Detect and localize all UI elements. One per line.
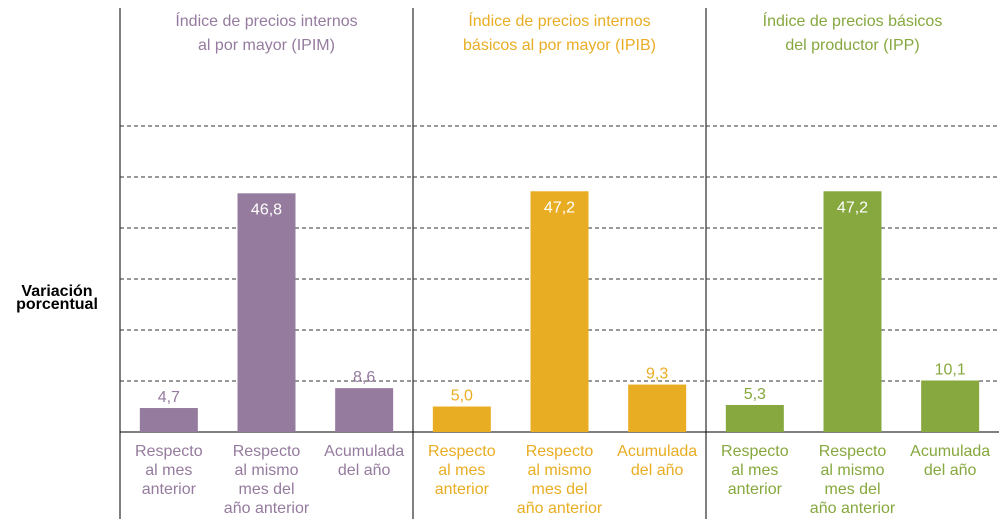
x-tick-label: Acumulada del año <box>617 443 697 479</box>
value-label: 8,6 <box>353 369 375 386</box>
bar <box>335 388 394 432</box>
bar <box>530 191 589 432</box>
bar <box>921 380 980 432</box>
bar <box>432 406 491 432</box>
value-label: 47,2 <box>544 199 575 216</box>
x-tick-label: Acumulada del año <box>324 443 404 479</box>
panel-title: Índice de precios internos al por mayor (… <box>175 11 357 54</box>
bar <box>237 193 296 432</box>
x-tick-label: Respecto al mismo mes del año anterior <box>224 443 310 517</box>
value-label: 47,2 <box>837 199 868 216</box>
panel-title: Índice de precios internos básicos al por… <box>463 11 656 54</box>
value-label: 5,0 <box>451 388 473 405</box>
y-axis-label: Variación porcentual <box>16 283 98 313</box>
bar <box>823 191 882 432</box>
panel-title: Índice de precios básicos del productor (… <box>763 11 943 54</box>
x-tick-label: Acumulada del año <box>910 443 990 479</box>
x-tick-label: Respecto al mismo mes del año anterior <box>810 443 896 517</box>
bar <box>725 404 784 432</box>
x-tick-label: Respecto al mes anterior <box>135 443 203 498</box>
value-label: 46,8 <box>251 201 282 218</box>
x-tick-label: Respecto al mismo mes del año anterior <box>517 443 603 517</box>
x-tick-label: Respecto al mes anterior <box>721 443 789 498</box>
bar <box>628 384 687 432</box>
value-label: 10,1 <box>935 361 966 378</box>
bar <box>139 408 198 432</box>
value-label: 5,3 <box>744 386 766 403</box>
value-label: 4,7 <box>158 389 180 406</box>
x-tick-label: Respecto al mes anterior <box>428 443 496 498</box>
value-label: 9,3 <box>646 366 668 383</box>
